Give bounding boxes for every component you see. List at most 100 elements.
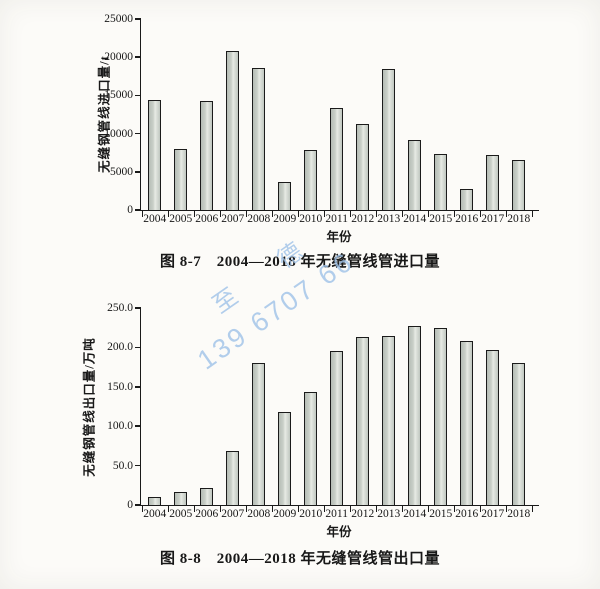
y-tick-label: 25000 (104, 13, 133, 25)
bar-2011 (330, 351, 344, 505)
bar-2009 (278, 412, 292, 505)
x-axis-tick (193, 211, 196, 217)
x-axis-tick (453, 211, 456, 217)
y-tick-label: 100.0 (107, 420, 133, 433)
y-axis-tick (135, 132, 141, 135)
x-axis-tick (193, 506, 196, 512)
x-category-label: 2007 (221, 213, 245, 225)
x-axis-tick (401, 211, 404, 217)
bar-2013 (382, 68, 396, 210)
x-category-label: 2017 (481, 213, 505, 225)
bar-2017 (486, 349, 500, 505)
bar-2014 (408, 326, 422, 505)
import-plot-area: 0 5000 10000 15000 20000 25000 2004 2005 2006 200… (104, 13, 539, 225)
x-axis-tick (453, 506, 456, 512)
y-axis-tick (135, 504, 141, 506)
x-category-label: 2011 (325, 508, 348, 520)
x-axis-tick (349, 211, 352, 217)
bar-2013 (382, 335, 396, 505)
x-axis-tick (479, 506, 482, 512)
x-axis-tick (531, 506, 534, 512)
x-axis-tick (349, 506, 352, 512)
y-tick-label: 10000 (104, 127, 133, 140)
y-tick-label: 15000 (104, 89, 133, 102)
x-category-label: 2018 (507, 213, 531, 225)
bar-2017 (486, 155, 500, 210)
x-category-label: 2009 (273, 213, 297, 225)
y-tick-label: 200.0 (107, 341, 133, 354)
bar-2009 (278, 181, 292, 210)
x-axis-tick (297, 211, 300, 217)
x-category-label: 2010 (299, 508, 323, 520)
x-axis-tick (245, 211, 248, 217)
x-axis-tick (427, 506, 430, 512)
x-category-label: 2005 (169, 508, 193, 520)
x-axis-tick (505, 211, 508, 217)
x-category-label: 2012 (351, 213, 375, 225)
bar-2018 (512, 159, 526, 210)
figure-caption-8-7: 图 8-7 2004—2018 年无缝管线管进口量 (160, 254, 440, 270)
y-axis-tick (135, 425, 141, 427)
bar-2006 (200, 100, 214, 210)
bar-2004 (148, 99, 162, 210)
x-axis-tick (219, 506, 222, 512)
x-axis-tick (323, 506, 326, 512)
x-axis-tick (219, 211, 222, 217)
x-axis-tick (297, 506, 300, 512)
x-category-label: 2008 (247, 213, 271, 225)
x-axis-tick (141, 211, 144, 217)
x-category-label: 2011 (325, 213, 348, 225)
x-category-label: 2012 (351, 508, 375, 520)
x-axis-tick (401, 506, 404, 512)
bar-2015 (434, 327, 448, 505)
bar-2011 (330, 108, 344, 210)
bar-2014 (408, 140, 422, 210)
x-category-label: 2008 (247, 508, 271, 520)
bar-2018 (512, 363, 526, 505)
y-tick-label: 0 (127, 499, 133, 511)
bar-2007 (226, 451, 240, 505)
bar-2008 (252, 67, 266, 210)
x-category-label: 2013 (377, 508, 401, 520)
bar-2006 (200, 488, 214, 505)
bar-2005 (174, 491, 188, 505)
x-category-label: 2014 (403, 213, 427, 225)
bar-2012 (356, 337, 370, 505)
x-category-label: 2014 (403, 508, 427, 520)
y-axis-tick (135, 346, 141, 349)
x-category-label: 2010 (299, 213, 323, 225)
bar-2016 (460, 341, 474, 505)
x-category-label: 2016 (455, 508, 479, 520)
x-category-label: 2018 (507, 508, 531, 520)
y-axis-tick (135, 18, 141, 20)
y-axis-label-import: 无缝钢管线进口量/t (97, 55, 112, 173)
y-axis-tick (135, 386, 141, 388)
x-axis-tick (271, 506, 274, 512)
y-tick-label: 50.0 (112, 459, 133, 472)
bar-2005 (174, 148, 188, 210)
figure-caption-8-8: 图 8-8 2004—2018 年无缝管线管出口量 (160, 551, 440, 567)
y-axis-tick (135, 56, 141, 58)
x-category-label: 2015 (429, 508, 453, 520)
x-axis-tick (271, 211, 274, 217)
x-category-label: 2017 (481, 508, 505, 520)
export-plot-area: 0 50.0 100.0 150.0 200.0 250.0 2004 2005 2006 200… (107, 302, 539, 520)
y-axis-tick (135, 171, 141, 173)
x-axis-tick (505, 506, 508, 512)
bar-2004 (148, 497, 162, 505)
x-category-label: 2006 (195, 213, 219, 225)
bar-2010 (304, 149, 318, 210)
y-axis-tick (135, 307, 141, 309)
x-axis-tick (375, 506, 378, 512)
bar-2012 (356, 123, 370, 210)
y-tick-label: 0 (127, 204, 133, 216)
x-axis-title-import: 年份 (326, 230, 352, 244)
x-axis-title-export: 年份 (326, 525, 352, 539)
bar-2008 (252, 363, 266, 505)
x-axis-tick (245, 506, 248, 512)
bar-2016 (460, 189, 474, 210)
y-axis-tick (135, 94, 141, 97)
y-axis-tick (135, 464, 141, 467)
x-category-label: 2015 (429, 213, 453, 225)
y-tick-label: 250.0 (107, 302, 133, 314)
